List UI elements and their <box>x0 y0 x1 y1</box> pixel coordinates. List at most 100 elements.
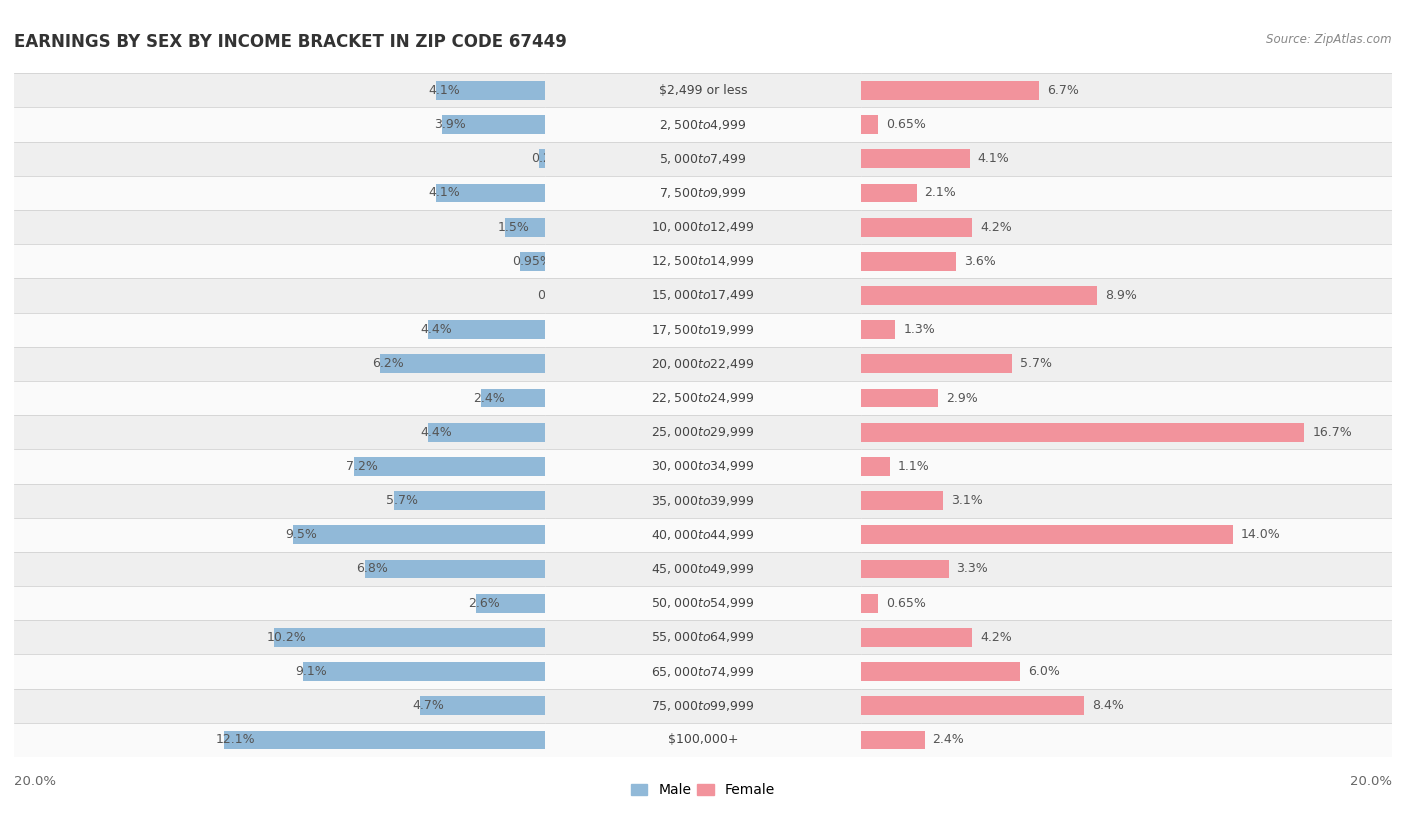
Text: $17,500 to $19,999: $17,500 to $19,999 <box>651 322 755 337</box>
Bar <box>274 628 546 647</box>
Text: 2.1%: 2.1% <box>925 186 956 199</box>
Bar <box>860 73 1392 107</box>
Bar <box>546 449 860 484</box>
Bar <box>860 491 943 510</box>
Bar <box>546 723 860 757</box>
Bar <box>860 244 1392 278</box>
Bar <box>354 457 546 476</box>
Bar <box>546 415 860 449</box>
Bar <box>14 176 546 210</box>
Bar <box>546 73 860 107</box>
Bar <box>860 449 1392 484</box>
Bar <box>860 518 1392 552</box>
Text: 5.7%: 5.7% <box>385 494 418 507</box>
Bar <box>860 518 1392 552</box>
Bar <box>546 518 860 552</box>
Bar <box>860 381 1392 415</box>
Text: 1.3%: 1.3% <box>904 323 935 336</box>
Text: 3.1%: 3.1% <box>952 494 983 507</box>
Text: 1.5%: 1.5% <box>498 221 529 234</box>
Bar <box>546 654 860 689</box>
Text: 5.7%: 5.7% <box>1021 357 1052 370</box>
Text: $15,000 to $17,499: $15,000 to $17,499 <box>651 288 755 303</box>
Bar <box>14 142 546 176</box>
Text: $5,000 to $7,499: $5,000 to $7,499 <box>659 151 747 166</box>
Text: 0.65%: 0.65% <box>886 597 927 610</box>
Bar <box>860 320 896 339</box>
Bar <box>14 107 546 142</box>
Text: 4.1%: 4.1% <box>429 84 460 97</box>
Bar <box>14 518 546 552</box>
Text: 3.6%: 3.6% <box>965 255 997 268</box>
Bar <box>520 252 546 271</box>
Text: 7.2%: 7.2% <box>346 460 378 473</box>
Bar <box>224 730 546 750</box>
Bar <box>546 689 860 723</box>
Bar <box>14 620 546 654</box>
Bar <box>860 620 1392 654</box>
Bar <box>14 415 546 449</box>
Text: 20.0%: 20.0% <box>1350 775 1392 788</box>
Text: 8.4%: 8.4% <box>1092 699 1123 712</box>
Bar <box>860 107 1392 142</box>
Bar <box>860 620 1392 654</box>
Bar <box>14 176 546 210</box>
Bar <box>546 586 860 620</box>
Bar <box>477 593 546 613</box>
Text: $7,500 to $9,999: $7,500 to $9,999 <box>659 186 747 200</box>
Bar <box>14 552 546 586</box>
Bar <box>304 662 546 681</box>
Bar <box>860 525 1233 545</box>
Bar <box>860 689 1392 723</box>
Bar <box>292 525 546 545</box>
Bar <box>546 313 860 347</box>
Bar <box>860 586 1392 620</box>
Text: 0.24%: 0.24% <box>531 152 571 165</box>
Bar <box>436 183 546 203</box>
Bar <box>546 142 860 176</box>
Bar <box>860 662 1021 681</box>
Text: $22,500 to $24,999: $22,500 to $24,999 <box>651 391 755 405</box>
Bar <box>860 107 1392 142</box>
Text: $100,000+: $100,000+ <box>668 733 738 746</box>
Bar <box>860 347 1392 381</box>
Bar <box>441 115 546 134</box>
Bar <box>860 422 1305 442</box>
Text: $75,000 to $99,999: $75,000 to $99,999 <box>651 698 755 713</box>
Bar <box>546 278 860 313</box>
Bar <box>14 654 546 689</box>
Bar <box>860 654 1392 689</box>
Bar <box>546 415 860 449</box>
Bar <box>14 313 546 347</box>
Bar <box>14 552 546 586</box>
Bar <box>14 586 546 620</box>
Text: $35,000 to $39,999: $35,000 to $39,999 <box>651 493 755 508</box>
Bar <box>14 620 546 654</box>
Bar <box>381 354 546 374</box>
Bar <box>860 354 1012 374</box>
Text: 0.65%: 0.65% <box>886 118 927 131</box>
Bar <box>546 278 860 313</box>
Bar <box>860 723 1392 757</box>
Bar <box>14 313 546 347</box>
Bar <box>860 210 1392 244</box>
Bar <box>860 347 1392 381</box>
Text: 6.8%: 6.8% <box>357 562 388 575</box>
Bar <box>14 689 546 723</box>
Bar <box>14 723 546 757</box>
Bar <box>860 689 1392 723</box>
Bar <box>860 723 1392 757</box>
Bar <box>14 449 546 484</box>
Text: 0.0%: 0.0% <box>537 289 569 302</box>
Text: 9.1%: 9.1% <box>295 665 328 678</box>
Bar <box>546 552 860 586</box>
Bar <box>14 381 546 415</box>
Bar <box>860 415 1392 449</box>
Bar <box>14 142 546 176</box>
Bar <box>481 388 546 408</box>
Bar <box>860 73 1392 107</box>
Text: 4.1%: 4.1% <box>977 152 1010 165</box>
Text: 6.0%: 6.0% <box>1028 665 1060 678</box>
Bar <box>860 484 1392 518</box>
Bar <box>546 142 860 176</box>
